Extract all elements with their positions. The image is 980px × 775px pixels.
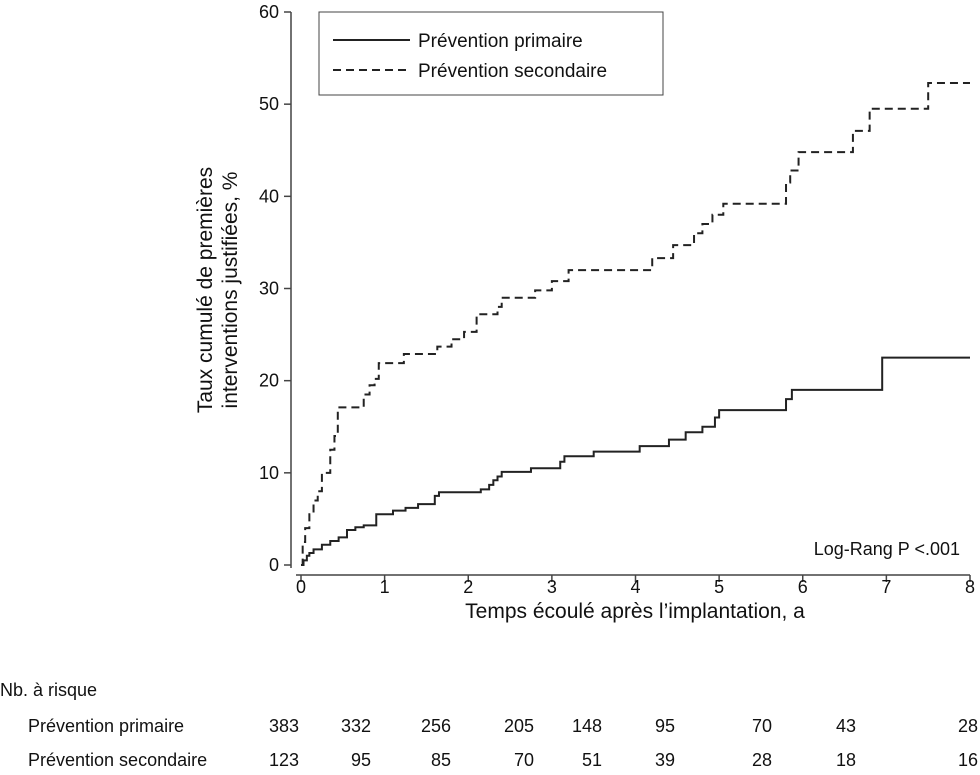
risk-count: 256 xyxy=(420,716,451,736)
risk-count: 85 xyxy=(430,750,451,770)
x-tick-label: 3 xyxy=(547,577,557,597)
y-tick-label: 0 xyxy=(269,555,279,575)
risk-row-label-primary: Prévention primaire xyxy=(28,716,185,736)
legend-label-secondary: Prévention secondaire xyxy=(418,61,607,82)
risk-count: 28 xyxy=(751,750,772,770)
curve-secondary xyxy=(301,81,970,566)
y-axis-label-line-2: interventions justifiées, % xyxy=(219,172,242,409)
risk-count: 148 xyxy=(571,716,602,736)
x-tick-label: 6 xyxy=(798,577,808,597)
logrank-annotation: Log-Rang P <.001 xyxy=(814,539,960,559)
risk-row-label-secondary: Prévention secondaire xyxy=(28,750,208,770)
cumulative-incidence-chart: 0 1 2 3 4 5 6 7 8 0 10 20 30 40 50 60 Prévention primai… xyxy=(194,2,975,623)
y-tick-label: 30 xyxy=(259,279,279,299)
risk-count: 28 xyxy=(957,716,978,736)
legend: Prévention primaire Prévention secondair… xyxy=(318,11,664,96)
x-tick-label: 4 xyxy=(630,577,640,597)
y-tick-label: 10 xyxy=(259,463,279,483)
risk-count: 95 xyxy=(654,716,675,736)
risk-count: 43 xyxy=(835,716,856,736)
x-axis-label: Temps écoulé après l’implantation, a xyxy=(465,600,805,623)
x-tick-label: 0 xyxy=(296,577,306,597)
risk-count: 383 xyxy=(268,716,299,736)
risk-table-title: Nb. à risque xyxy=(0,680,98,700)
risk-count: 39 xyxy=(654,750,675,770)
risk-count: 51 xyxy=(581,750,602,770)
risk-count: 70 xyxy=(751,716,772,736)
y-axis-label-line-1: Taux cumulé de premières xyxy=(194,167,217,413)
y-tick-label: 50 xyxy=(259,94,279,114)
risk-count: 123 xyxy=(268,750,299,770)
risk-count: 16 xyxy=(957,750,978,770)
y-tick-label: 60 xyxy=(259,2,279,22)
x-tick-label: 8 xyxy=(965,577,975,597)
curve-primary xyxy=(301,356,970,566)
risk-count: 70 xyxy=(513,750,534,770)
x-tick-label: 2 xyxy=(463,577,473,597)
x-tick-label: 7 xyxy=(881,577,891,597)
risk-count: 332 xyxy=(340,716,371,736)
legend-box xyxy=(318,11,664,96)
risk-count: 205 xyxy=(503,716,534,736)
x-tick-label: 5 xyxy=(714,577,724,597)
risk-count: 95 xyxy=(350,750,371,770)
risk-count: 18 xyxy=(835,750,856,770)
y-tick-label: 20 xyxy=(259,371,279,391)
y-tick-label: 40 xyxy=(259,186,279,206)
x-tick-label: 1 xyxy=(380,577,390,597)
legend-label-primary: Prévention primaire xyxy=(418,31,583,52)
